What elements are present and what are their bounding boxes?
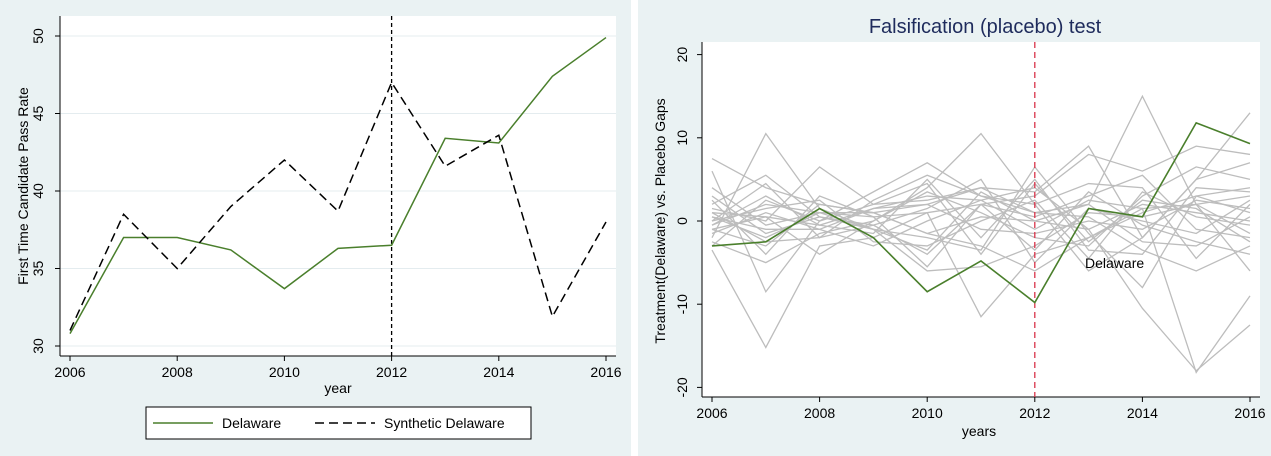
placebo-line <box>711 178 1251 264</box>
legend-label-synthetic-delaware: Synthetic Delaware <box>384 415 505 431</box>
x-tick-label: 2014 <box>1127 405 1158 421</box>
x-tick-label: 2010 <box>912 405 943 421</box>
y-tick-label: 20 <box>674 47 690 63</box>
y-tick-label: 0 <box>674 217 690 225</box>
y-tick-label: 50 <box>30 28 46 44</box>
delaware-annotation: Delaware <box>1085 255 1144 271</box>
chart-title: Falsification (placebo) test <box>869 16 1102 38</box>
placebo-line <box>711 182 1251 256</box>
placebo-line <box>711 191 1251 268</box>
x-axis-title: years <box>962 423 996 439</box>
x-tick-label: 2014 <box>483 364 514 380</box>
placebo-test-chart: Falsification (placebo) test -20 -10 0 10 20 2… <box>652 16 1266 439</box>
placebo-line <box>711 203 1251 374</box>
y-tick-label: -10 <box>674 294 690 314</box>
x-tick-label: 2008 <box>162 364 193 380</box>
y-tick-label: 30 <box>30 338 46 354</box>
y-tick-label: -20 <box>674 377 690 397</box>
y-tick-label: 10 <box>674 130 690 146</box>
x-tick-label: 2006 <box>696 405 727 421</box>
placebo-line <box>711 166 1251 272</box>
y-axis-title: Treatment(Delaware) vs. Placebo Gaps <box>652 98 668 343</box>
y-tick-label: 45 <box>30 106 46 122</box>
placebo-line <box>711 199 1251 235</box>
right-chart-panel: Falsification (placebo) test -20 -10 0 10 20 2… <box>638 0 1271 456</box>
x-tick-label: 2012 <box>376 364 407 380</box>
y-tick-label: 35 <box>30 261 46 277</box>
placebo-line <box>711 191 1251 260</box>
x-tick-label: 2012 <box>1019 405 1050 421</box>
series-line-delaware <box>711 121 1251 304</box>
x-tick-label: 2008 <box>804 405 835 421</box>
y-tick-label: 40 <box>30 183 46 199</box>
plot-area <box>60 16 616 356</box>
x-tick-label: 2016 <box>1234 405 1265 421</box>
x-tick-label: 2006 <box>54 364 85 380</box>
x-tick-label: 2010 <box>269 364 300 380</box>
placebo-line <box>711 132 1251 272</box>
synthetic-control-chart: 30 35 40 45 50 2006 2008 2010 2012 2014 2016 year Fi… <box>15 16 622 440</box>
placebo-line <box>711 203 1251 239</box>
left-chart-panel: 30 35 40 45 50 2006 2008 2010 2012 2014 2016 year Fi… <box>0 0 631 456</box>
legend-label-delaware: Delaware <box>222 415 281 431</box>
x-tick-label: 2016 <box>590 364 621 380</box>
x-axis-title: year <box>324 380 352 396</box>
series-line-delaware <box>69 36 607 334</box>
y-axis-title: First Time Candidate Pass Rate <box>15 87 31 285</box>
placebo-line <box>711 187 1251 251</box>
